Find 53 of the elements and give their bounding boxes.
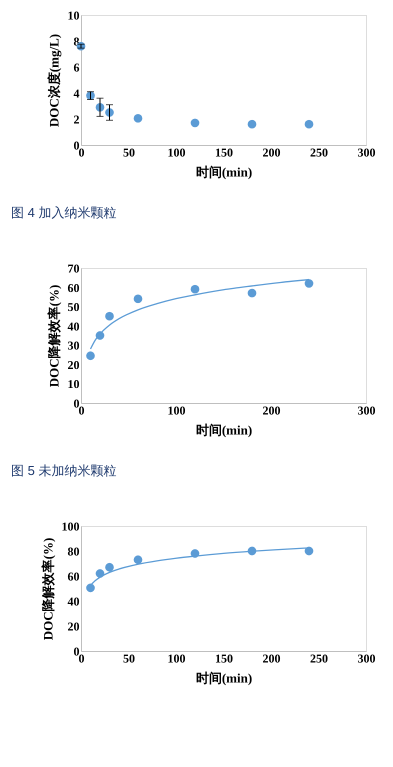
x-tick-label: 300: [358, 404, 376, 418]
y-tick-label: 40: [68, 594, 80, 608]
x-tick-label: 50: [123, 146, 135, 160]
point: [190, 284, 200, 294]
x-tick-label: 150: [215, 652, 233, 666]
point: [248, 120, 256, 129]
point: [105, 562, 114, 572]
caption: 图 5 未加纳米颗粒: [11, 463, 116, 478]
y-tick-label: 40: [68, 319, 80, 334]
caption: 图 4 加入纳米颗粒: [11, 205, 116, 220]
y-axis-title: DOC浓度(mg/L): [46, 34, 62, 128]
point: [105, 312, 114, 321]
x-tick-label: 200: [262, 146, 280, 160]
y-tick-label: 20: [68, 620, 80, 634]
x-tick-label: 100: [168, 146, 186, 160]
y-axis-title: DOC降解效率(%): [46, 284, 62, 388]
point: [304, 546, 314, 556]
y-tick-label: 2: [74, 112, 80, 126]
y-tick-label: 70: [68, 262, 80, 276]
point: [248, 288, 256, 298]
y-tick-label: 60: [68, 280, 80, 295]
x-tick-label: 250: [310, 652, 328, 666]
y-tick-label: 20: [68, 358, 80, 372]
y-tick-label: 60: [68, 570, 80, 584]
y-tick-label: 50: [68, 300, 80, 314]
point: [134, 114, 142, 123]
point: [134, 294, 142, 304]
y-tick-label: 10: [68, 8, 80, 22]
x-tick-label: 100: [168, 652, 186, 666]
x-tick-label: 200: [262, 404, 280, 418]
point: [86, 351, 95, 360]
point: [86, 584, 95, 592]
x-tick-label: 200: [262, 652, 280, 666]
y-tick-label: 100: [62, 520, 80, 534]
x-tick-label: 150: [215, 146, 233, 160]
x-tick-label: 100: [168, 404, 186, 418]
y-tick-label: 4: [74, 86, 80, 100]
x-tick-label: 250: [310, 146, 328, 160]
point: [134, 555, 142, 564]
point: [304, 279, 314, 288]
x-tick-label: 50: [123, 652, 135, 666]
y-tick-label: 80: [68, 544, 80, 558]
y-axis-title: DOC降解效率(%): [40, 538, 56, 640]
point: [190, 118, 200, 128]
x-tick-label: 300: [358, 652, 376, 666]
point: [304, 120, 314, 129]
y-tick-label: 6: [74, 60, 80, 74]
x-axis-title: 时间(min): [196, 670, 252, 686]
x-axis-title: 时间(min): [196, 422, 252, 438]
x-axis-title: 时间(min): [196, 164, 252, 180]
y-tick-label: 10: [68, 377, 80, 392]
x-tick-label: 300: [358, 146, 376, 160]
y-tick-label: 30: [68, 338, 80, 353]
